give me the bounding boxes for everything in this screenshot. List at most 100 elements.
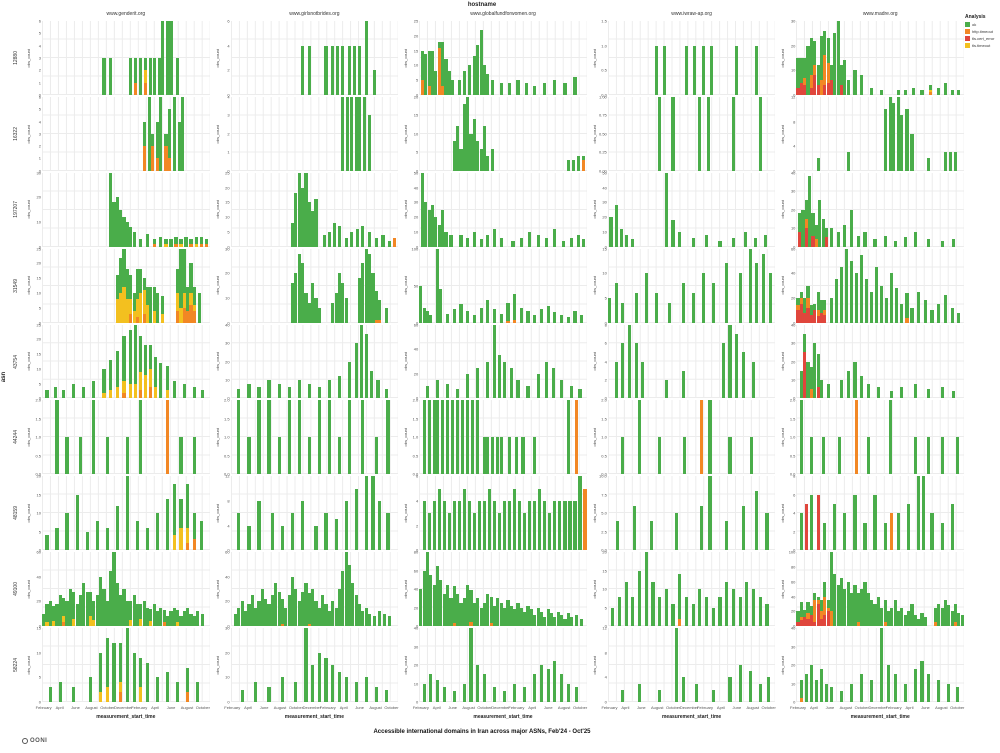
bar bbox=[917, 552, 921, 627]
bar-segment-ok bbox=[314, 199, 318, 247]
bar bbox=[197, 249, 202, 323]
bar-segment-ok bbox=[135, 520, 140, 551]
bar-segment-http_timeout bbox=[62, 622, 66, 627]
bar bbox=[751, 552, 756, 627]
bar bbox=[479, 173, 483, 247]
bar bbox=[559, 249, 564, 323]
bar-segment-ok bbox=[429, 575, 433, 627]
bar-segment-ok bbox=[580, 315, 584, 323]
y-tick-label: 0 bbox=[227, 623, 230, 629]
y-axis-ticks: 0 20 40 60 80 bbox=[409, 550, 419, 629]
bar bbox=[115, 173, 119, 247]
bar bbox=[419, 249, 423, 323]
bar-segment-ok bbox=[821, 218, 825, 247]
bar bbox=[233, 552, 238, 627]
bar-segment-ok bbox=[853, 70, 857, 95]
bar bbox=[482, 400, 487, 475]
bar-segment-ok bbox=[538, 488, 542, 551]
bar-segment-ok bbox=[424, 202, 428, 247]
bar-segment-ok bbox=[48, 687, 52, 702]
bar-segment-ok bbox=[95, 520, 99, 551]
obs-count-label-text: obs_count bbox=[26, 504, 31, 523]
bar-segment-http_timeout bbox=[186, 542, 190, 551]
bar bbox=[634, 325, 638, 399]
bar bbox=[357, 552, 362, 627]
bar bbox=[374, 249, 378, 323]
bar bbox=[149, 21, 153, 95]
bar bbox=[927, 173, 931, 247]
bar bbox=[803, 21, 807, 95]
bar bbox=[337, 400, 342, 475]
bar bbox=[427, 400, 431, 475]
bar bbox=[344, 476, 348, 551]
bar-segment-ok bbox=[459, 148, 463, 171]
bar bbox=[509, 325, 513, 399]
bar bbox=[711, 552, 715, 627]
y-tick-label: 5 bbox=[38, 106, 41, 112]
bar bbox=[818, 173, 822, 247]
bar bbox=[803, 325, 807, 399]
x-tick-label: December bbox=[114, 704, 133, 710]
bar-segment-ok bbox=[337, 437, 342, 475]
bar-segment-ok bbox=[125, 628, 129, 702]
bar bbox=[149, 325, 153, 399]
bar-segment-ok bbox=[364, 677, 368, 702]
bar-segment-http_timeout bbox=[823, 596, 827, 616]
row-label: 12880 bbox=[10, 21, 21, 95]
bar-segment-ok bbox=[420, 172, 425, 247]
bar bbox=[745, 552, 749, 627]
bar bbox=[179, 552, 183, 627]
bar bbox=[88, 628, 93, 702]
y-tick-label: 40 bbox=[790, 322, 796, 328]
bar-segment-ok bbox=[711, 689, 715, 702]
bar bbox=[543, 21, 547, 95]
bar bbox=[361, 400, 365, 475]
y-tick-label: 10 bbox=[36, 366, 41, 372]
x-axis-ticks: February April June August October December Fe… bbox=[224, 704, 398, 712]
bar-segment-ok bbox=[927, 437, 931, 475]
bar bbox=[816, 249, 820, 323]
bar-segment-ok bbox=[903, 237, 907, 247]
bar-segment-timeout bbox=[192, 304, 196, 311]
bar-segment-ok bbox=[119, 209, 123, 247]
bar bbox=[442, 476, 446, 551]
bar-segment-ok bbox=[957, 312, 961, 323]
bar-segment-cert_error bbox=[829, 80, 834, 95]
bar-segment-ok bbox=[917, 618, 921, 627]
bar-segment-ok bbox=[860, 376, 864, 399]
y-tick-label: 0 bbox=[793, 699, 796, 705]
bar-segment-http_timeout bbox=[204, 244, 208, 247]
bar bbox=[834, 249, 839, 323]
bar-segment-ok bbox=[920, 661, 924, 702]
bar bbox=[166, 476, 170, 551]
y-tick-label: 0.5 bbox=[35, 453, 41, 459]
bar-segment-ok bbox=[361, 225, 365, 247]
bar bbox=[237, 552, 241, 627]
bar-segment-ok bbox=[357, 45, 362, 95]
bar bbox=[809, 476, 813, 551]
bar-segment-ok bbox=[297, 253, 301, 323]
bar bbox=[674, 628, 678, 702]
bar bbox=[435, 628, 440, 702]
bar bbox=[553, 552, 557, 627]
bar-segment-timeout bbox=[139, 687, 143, 702]
bar bbox=[920, 628, 924, 702]
bar-segment-ok bbox=[561, 240, 565, 247]
obs-count-label: obs_count bbox=[779, 476, 786, 550]
bar bbox=[803, 552, 807, 627]
y-tick-label: 20 bbox=[225, 650, 230, 656]
bar bbox=[664, 325, 668, 399]
bar-segment-ok bbox=[125, 269, 129, 299]
bar-segment-ok bbox=[559, 315, 564, 323]
bar-segment-ok bbox=[472, 119, 476, 171]
bar bbox=[337, 628, 342, 702]
bar bbox=[519, 249, 523, 323]
bar bbox=[482, 552, 487, 627]
bar-segment-ok bbox=[112, 552, 116, 627]
y-tick-label: 20 bbox=[413, 605, 419, 611]
bar-segment-ok bbox=[829, 228, 834, 247]
bar-segment-ok bbox=[341, 283, 345, 323]
x-tick-label: August bbox=[557, 704, 571, 710]
